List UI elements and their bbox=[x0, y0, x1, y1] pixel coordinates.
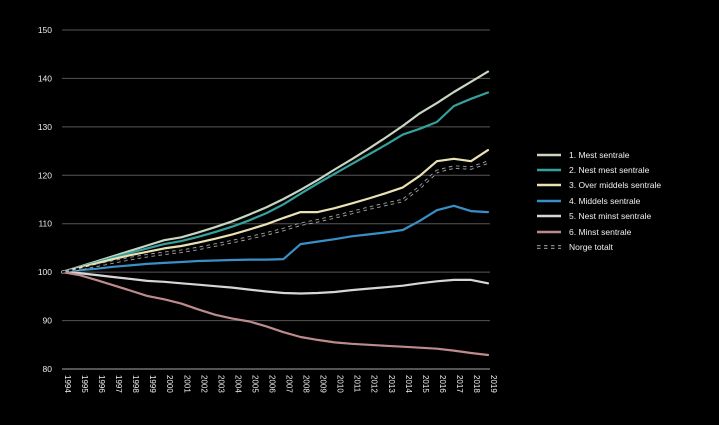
legend-label: 3. Over middels sentrale bbox=[569, 180, 662, 191]
y-tick-label: 150 bbox=[38, 25, 52, 35]
x-tick-label: 2016 bbox=[438, 375, 447, 393]
legend-swatch-line bbox=[537, 184, 561, 187]
legend-item: 6. Minst sentrale bbox=[537, 224, 661, 239]
legend-label: 4. Middels sentrale bbox=[569, 195, 641, 206]
legend-label: 6. Minst sentrale bbox=[569, 226, 632, 237]
x-tick-label: 2018 bbox=[472, 375, 481, 393]
x-tick-label: 2003 bbox=[216, 375, 225, 393]
legend-item: Norge totalt bbox=[537, 239, 661, 254]
series-line bbox=[60, 70, 490, 274]
x-tick-label: 2019 bbox=[489, 375, 498, 393]
y-tick-label: 110 bbox=[38, 219, 52, 229]
y-tick-label: 100 bbox=[38, 267, 52, 277]
x-tick-label: 1996 bbox=[97, 375, 106, 393]
x-tick-label: 2009 bbox=[319, 375, 328, 393]
y-tick-label: 120 bbox=[38, 170, 52, 180]
x-tick-label: 2015 bbox=[421, 375, 430, 393]
x-tick-label: 2013 bbox=[387, 375, 396, 393]
legend-swatch-line bbox=[537, 168, 561, 172]
legend-swatch-line bbox=[537, 230, 561, 233]
x-tick-label: 2004 bbox=[233, 375, 242, 393]
x-tick-label: 2006 bbox=[267, 375, 276, 393]
series-line bbox=[60, 271, 490, 357]
legend-swatch-line bbox=[537, 199, 561, 203]
legend-swatch-line bbox=[537, 153, 561, 156]
chart-legend: 1. Mest sentrale 2. Nest mest sentrale 3. … bbox=[537, 147, 661, 255]
legend-label: 2. Nest mest sentrale bbox=[569, 165, 650, 176]
legend-swatch-line bbox=[537, 245, 561, 249]
series-line bbox=[60, 149, 490, 274]
x-tick-label: 2011 bbox=[353, 375, 362, 393]
x-tick-label: 2012 bbox=[370, 375, 379, 393]
x-tick-label: 1995 bbox=[80, 375, 89, 393]
x-tick-label: 2001 bbox=[182, 375, 191, 393]
y-tick-label: 80 bbox=[43, 364, 53, 374]
x-tick-label: 2000 bbox=[165, 375, 174, 393]
legend-swatch-line bbox=[537, 214, 561, 218]
series-line bbox=[60, 204, 490, 274]
x-tick-label: 1997 bbox=[114, 375, 123, 393]
x-tick-label: 2005 bbox=[250, 375, 259, 393]
x-tick-label: 2017 bbox=[455, 375, 464, 393]
x-tick-label: 1994 bbox=[63, 375, 72, 393]
y-tick-label: 140 bbox=[38, 73, 52, 83]
legend-item: 1. Mest sentrale bbox=[537, 147, 661, 162]
x-tick-label: 2002 bbox=[199, 375, 208, 393]
x-tick-label: 2008 bbox=[302, 375, 311, 393]
legend-item: 5. Nest minst sentrale bbox=[537, 209, 661, 224]
x-tick-label: 2014 bbox=[404, 375, 413, 393]
legend-label: 5. Nest minst sentrale bbox=[569, 211, 652, 222]
x-tick-label: 1999 bbox=[148, 375, 157, 393]
x-tick-label: 2007 bbox=[285, 375, 294, 393]
legend-item: 4. Middels sentrale bbox=[537, 193, 661, 208]
series-line bbox=[60, 91, 490, 274]
series-line-dashed bbox=[61, 161, 489, 273]
series-line bbox=[60, 271, 490, 295]
legend-label: 1. Mest sentrale bbox=[569, 149, 630, 160]
x-tick-label: 2010 bbox=[336, 375, 345, 393]
x-tick-label: 1998 bbox=[131, 375, 140, 393]
legend-item: 2. Nest mest sentrale bbox=[537, 162, 661, 177]
legend-item: 3. Over middels sentrale bbox=[537, 178, 661, 193]
legend-label: Norge totalt bbox=[569, 242, 613, 253]
y-tick-label: 130 bbox=[38, 122, 52, 132]
y-tick-label: 90 bbox=[43, 316, 53, 326]
